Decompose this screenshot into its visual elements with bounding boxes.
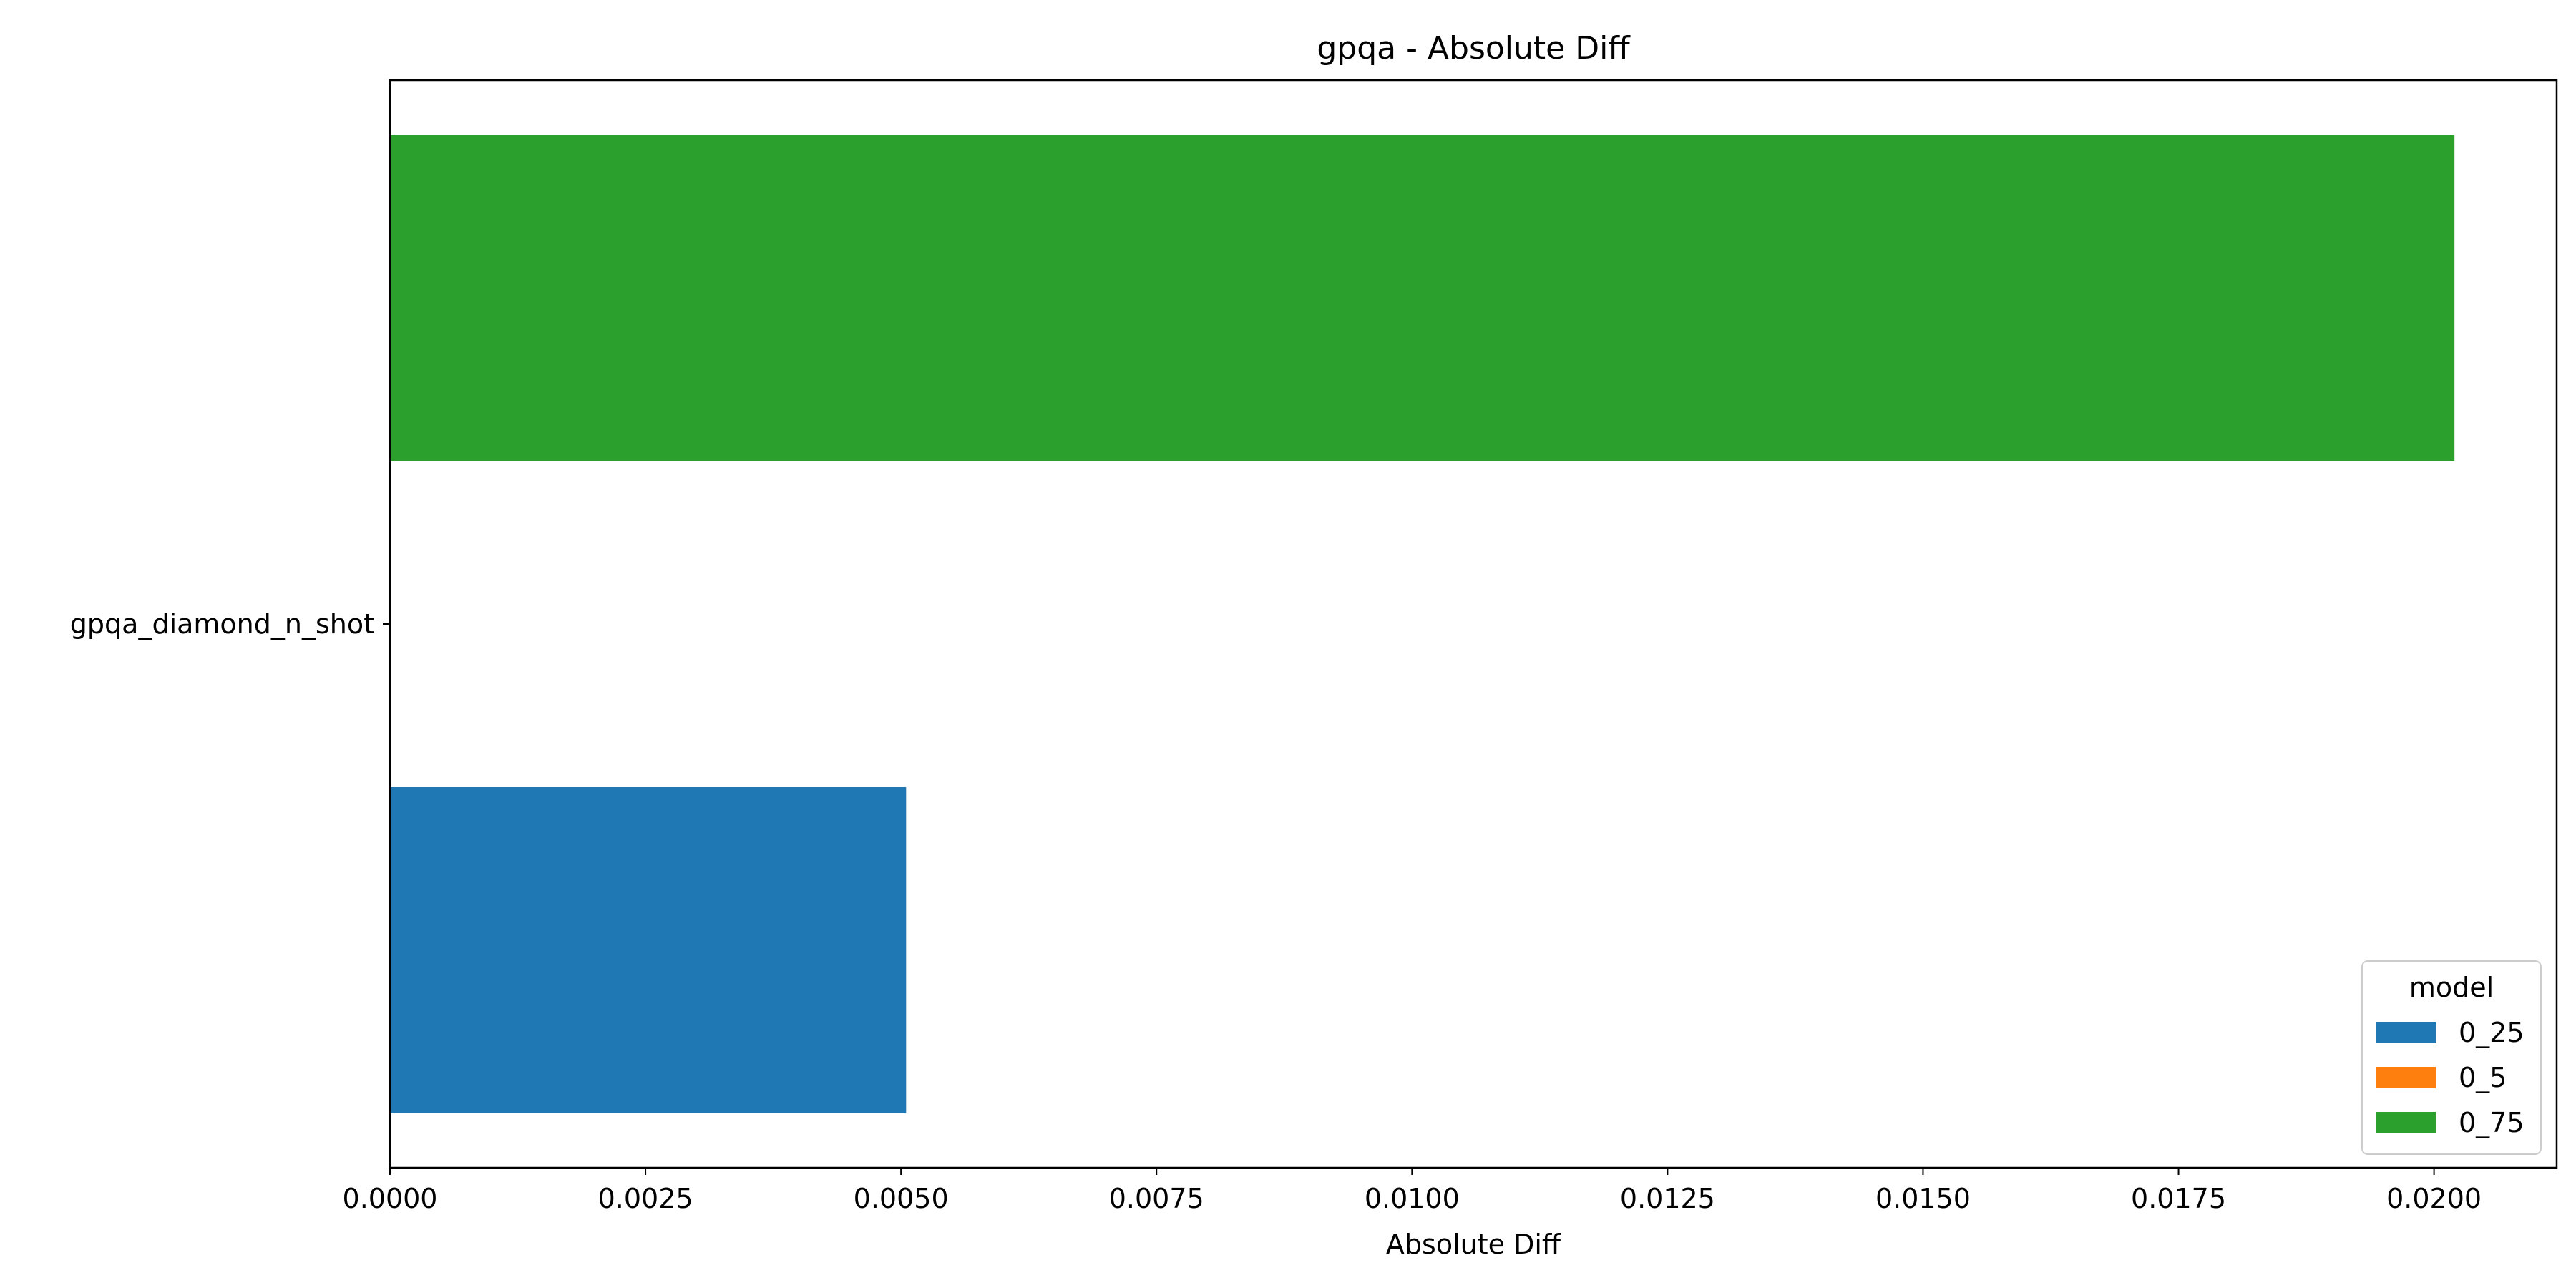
- legend-box: [2361, 960, 2542, 1155]
- legend-swatch-0_25: [2376, 1022, 2436, 1043]
- x-tick-label: 0.0100: [1365, 1183, 1460, 1214]
- x-axis-label: Absolute Diff: [1386, 1229, 1561, 1260]
- y-tick-label: gpqa_diamond_n_shot: [70, 608, 374, 640]
- bar-0_75-gpqa_diamond_n_shot: [390, 135, 2455, 461]
- legend-swatch-0_75: [2376, 1112, 2436, 1133]
- legend-item-0_75[interactable]: 0_75: [2376, 1107, 2524, 1138]
- legend-label-0_75: 0_75: [2459, 1107, 2524, 1138]
- y-axis: gpqa_diamond_n_shot: [70, 608, 390, 640]
- legend-label-0_5: 0_5: [2459, 1062, 2507, 1093]
- bars-layer: [390, 135, 2455, 1113]
- x-tick-label: 0.0075: [1109, 1183, 1204, 1214]
- chart-title: gpqa - Absolute Diff: [1317, 30, 1631, 67]
- legend[interactable]: model 0_25 0_5 0_75: [2361, 960, 2542, 1155]
- x-tick-label: 0.0025: [598, 1183, 693, 1214]
- legend-label-0_25: 0_25: [2459, 1017, 2524, 1048]
- x-tick-label: 0.0150: [1875, 1183, 1971, 1214]
- legend-item-0_5[interactable]: 0_5: [2376, 1062, 2507, 1093]
- legend-item-0_25[interactable]: 0_25: [2376, 1017, 2524, 1048]
- x-tick-label: 0.0200: [2386, 1183, 2482, 1214]
- x-axis: 0.0000 0.0025 0.0050 0.0075 0.0100 0.0125 0.01…: [343, 1168, 2482, 1214]
- x-tick-label: 0.0125: [1620, 1183, 1715, 1214]
- bar-0_25-gpqa_diamond_n_shot: [390, 787, 907, 1113]
- legend-swatch-0_5: [2376, 1067, 2436, 1088]
- legend-title: model: [2409, 972, 2494, 1003]
- x-tick-label: 0.0050: [854, 1183, 949, 1214]
- x-tick-label: 0.0175: [2131, 1183, 2226, 1214]
- x-tick-label: 0.0000: [343, 1183, 438, 1214]
